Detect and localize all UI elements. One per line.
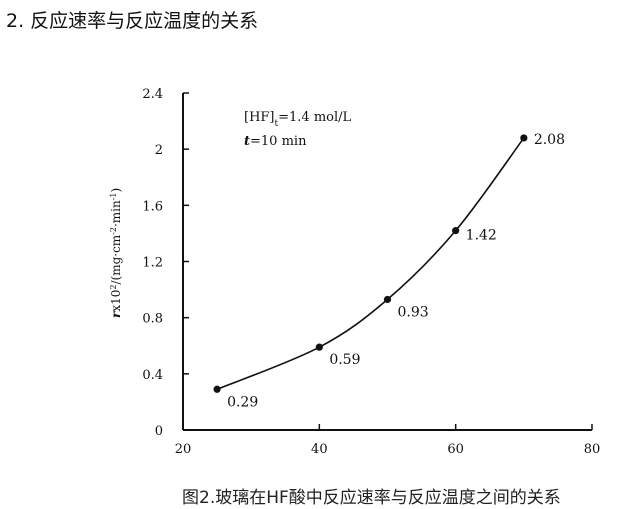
y-label-part: x10 [109,290,123,312]
annotations: [HF]t=1.4 mol/Lt=10 min [244,110,352,149]
axes [182,92,593,431]
y-tick-label: 1.2 [142,256,163,271]
annotation-part: [HF] [244,110,275,125]
y-axis-label: rx102/(mg·cm-2·min-1) [109,188,124,318]
series-line [216,137,525,391]
series-curve [216,137,525,391]
x-tick-label: 20 [175,442,192,457]
y-tick-label: 0.4 [142,368,163,383]
annotation-part: =1.4 mol/L [278,110,351,125]
y-tick-label: 0 [155,424,163,439]
y-label-superscript: -2 [109,227,118,235]
y-label-superscript: -1 [109,192,118,200]
y-label-superscript: 2 [109,285,118,290]
y-tick-label: 0.8 [142,312,163,327]
data-label: 0.59 [329,352,360,368]
y-tick-label: 2 [155,143,163,158]
data-label: 1.42 [466,228,497,244]
data-point-marker [383,295,392,304]
y-tick-label: 1.6 [142,199,163,214]
annotation-part: =10 min [250,134,307,149]
data-point-marker [520,134,528,142]
figure-caption: 图2.玻璃在HF酸中反应速率与反应温度之间的关系 [182,488,561,508]
y-axis-label-text: rx102/(mg·cm-2·min-1) [109,188,124,318]
annotation-subscript: t [275,119,279,129]
y-label-part: ) [109,188,123,193]
data-label: 0.93 [398,304,429,320]
data-label: 0.29 [227,394,258,410]
data-points: 0.29 0.59 0.93 1.42 2.08 [213,132,565,410]
x-tick-label: 40 [311,442,328,457]
annotation-time: t=10 min [244,134,307,149]
data-point-marker [315,343,323,351]
annotation-concentration: [HF]t=1.4 mol/L [244,110,352,129]
x-tick-label: 60 [447,442,464,457]
data-point-marker [213,385,221,393]
annotation-part: t [244,134,250,149]
section-heading: 2. 反应速率与反应温度的关系 [6,10,259,32]
data-label: 2.08 [534,132,565,148]
data-point-marker [452,227,460,235]
y-label-part: r [109,310,123,318]
y-label-part: /(mg·cm [109,234,123,284]
y-tick-label: 2.4 [142,87,163,102]
y-label-part: ·min [109,200,123,227]
x-tick-label: 80 [584,442,601,457]
tick-labels: 20 40 60 80 0 0.4 0.8 1.2 1.6 2 2.4 [142,87,600,457]
